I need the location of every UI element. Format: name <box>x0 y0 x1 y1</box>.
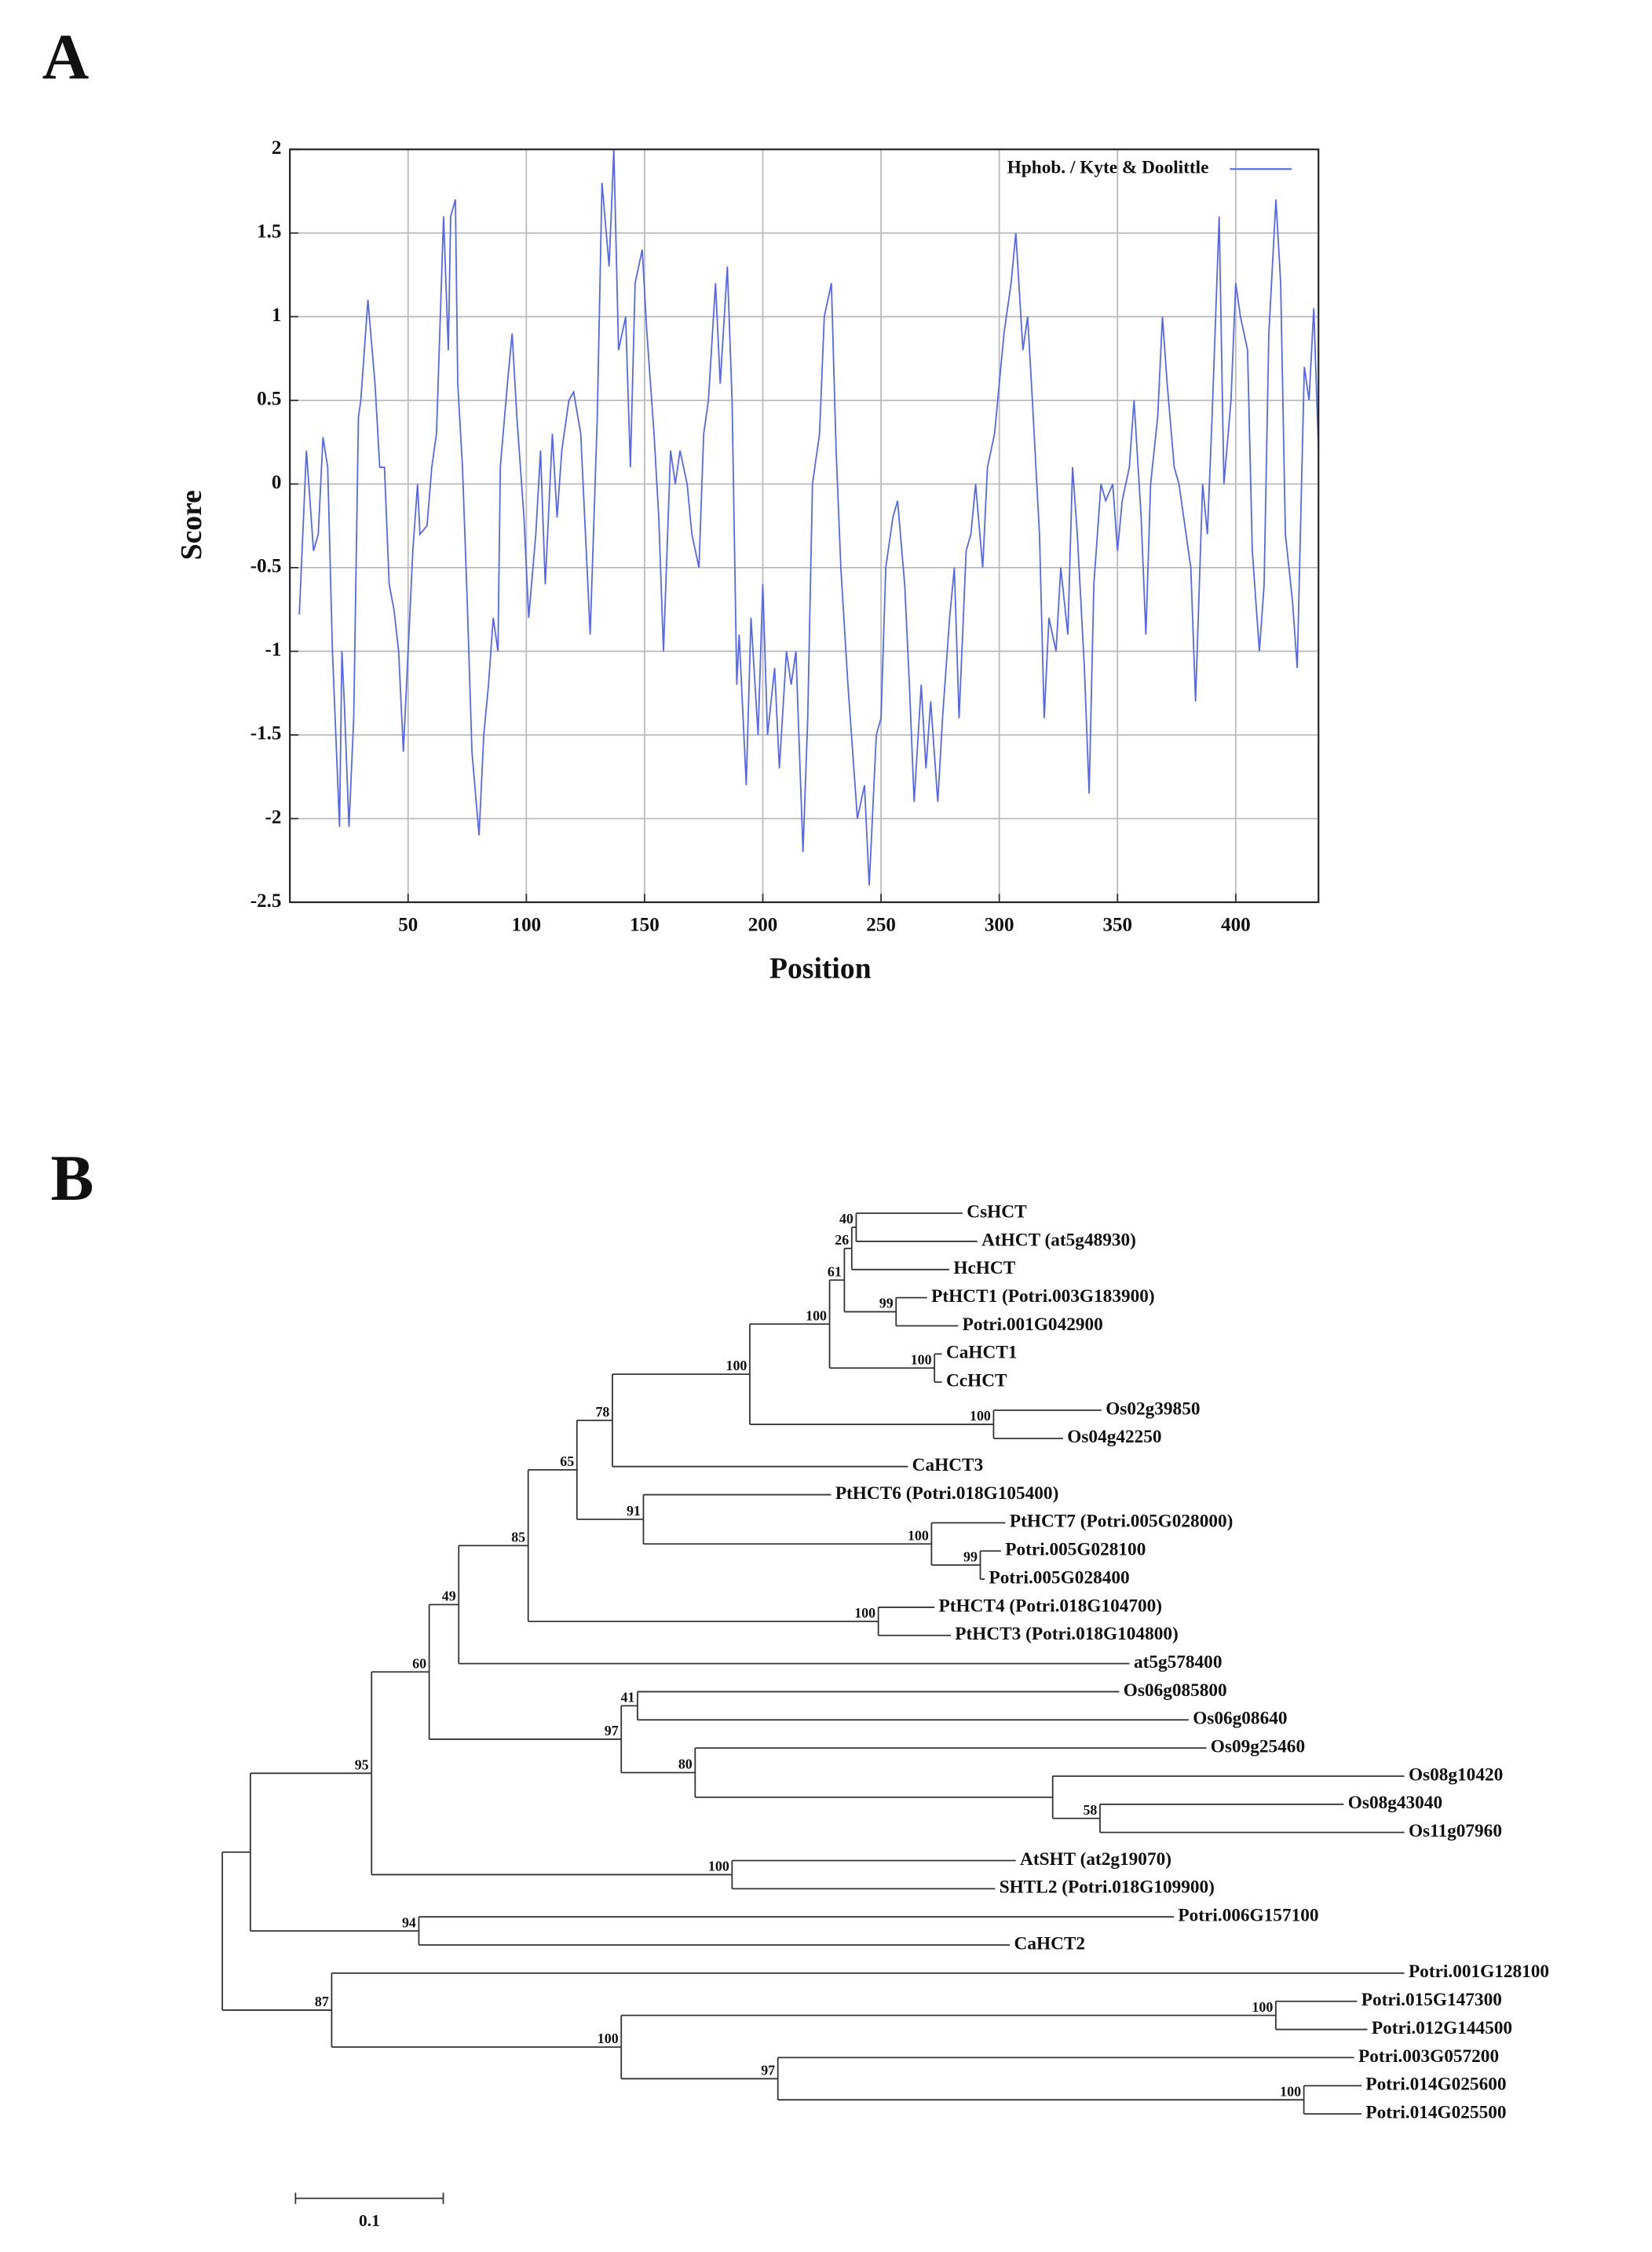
leaf-label: AtHCT (at5g48930) <box>981 1230 1136 1250</box>
bootstrap-value: 61 <box>828 1263 842 1279</box>
bootstrap-value: 78 <box>595 1404 609 1420</box>
panel-label: B <box>51 1142 94 1214</box>
bootstrap-value: 49 <box>442 1588 456 1604</box>
bootstrap-value: 87 <box>315 1994 329 2009</box>
bootstrap-value: 100 <box>806 1307 827 1323</box>
bootstrap-value: 99 <box>963 1548 978 1564</box>
leaf-label: PtHCT1 (Potri.003G183900) <box>931 1286 1155 1307</box>
x-tick-label: 50 <box>398 914 418 935</box>
x-tick-label: 200 <box>748 914 778 935</box>
scale-bar-label: 0.1 <box>359 2211 380 2230</box>
leaf-label: Os02g39850 <box>1106 1398 1200 1419</box>
panel-label: A <box>42 21 90 93</box>
leaf-label: CsHCT <box>967 1201 1027 1222</box>
leaf-label: CaHCT3 <box>912 1455 984 1475</box>
leaf-label: Os08g10420 <box>1409 1764 1503 1785</box>
x-tick-label: 100 <box>512 914 542 935</box>
y-tick-label: 2 <box>272 137 282 159</box>
leaf-label: Potri.015G147300 <box>1361 1990 1502 2010</box>
leaf-label: Os09g25460 <box>1211 1736 1305 1757</box>
x-axis-label: Position <box>769 952 872 985</box>
leaf-label: PtHCT4 (Potri.018G104700) <box>939 1596 1163 1616</box>
leaf-label: CaHCT1 <box>946 1343 1018 1363</box>
leaf-label: at5g578400 <box>1134 1652 1223 1673</box>
bootstrap-value: 41 <box>620 1690 634 1705</box>
plot-frame <box>289 148 1320 904</box>
leaf-label: AtSHT (at2g19070) <box>1020 1849 1171 1870</box>
leaf-label: Potri.006G157100 <box>1178 1906 1318 1926</box>
x-tick-label: 300 <box>985 914 1014 935</box>
bootstrap-value: 97 <box>605 1723 619 1738</box>
x-tick-label: 400 <box>1221 914 1251 935</box>
data-line <box>298 149 1320 886</box>
y-tick-label: -1 <box>265 639 282 660</box>
leaf-label: PtHCT3 (Potri.018G104800) <box>955 1624 1179 1644</box>
bootstrap-value: 100 <box>1280 2083 1301 2099</box>
bootstrap-value: 26 <box>835 1232 849 1248</box>
leaf-label: Os06g085800 <box>1124 1680 1227 1701</box>
y-tick-label: -1.5 <box>250 723 282 744</box>
y-tick-label: 0 <box>272 472 282 493</box>
leaf-label: PtHCT6 (Potri.018G105400) <box>835 1483 1059 1504</box>
bootstrap-value: 40 <box>839 1211 853 1227</box>
leaf-label: Potri.003G057200 <box>1358 2046 1499 2067</box>
bootstrap-value: 97 <box>761 2062 775 2078</box>
bootstrap-value: 100 <box>726 1358 747 1373</box>
x-tick-label: 350 <box>1102 914 1132 935</box>
legend-label: Hphob. / Kyte & Doolittle <box>1007 158 1209 178</box>
x-tick-label: 250 <box>866 914 896 935</box>
leaf-label: Os04g42250 <box>1067 1427 1161 1447</box>
y-tick-label: -2 <box>265 806 282 828</box>
bootstrap-value: 91 <box>627 1503 641 1519</box>
leaf-label: Potri.005G028100 <box>1005 1540 1146 1560</box>
y-tick-label: 0.5 <box>257 389 281 410</box>
x-tick-label: 150 <box>630 914 660 935</box>
bootstrap-value: 100 <box>911 1351 932 1367</box>
bootstrap-value: 100 <box>908 1527 929 1543</box>
leaf-label: CaHCT2 <box>1014 1933 1086 1954</box>
bootstrap-value: 60 <box>412 1655 426 1671</box>
leaf-label: Os11g07960 <box>1409 1821 1502 1841</box>
bootstrap-value: 100 <box>598 2031 619 2046</box>
leaf-label: Potri.012G144500 <box>1372 2018 1512 2038</box>
y-tick-label: 1.5 <box>257 221 281 243</box>
leaf-label: SHTL2 (Potri.018G109900) <box>1000 1877 1215 1898</box>
bootstrap-value: 85 <box>511 1530 525 1545</box>
leaf-label: Potri.014G025600 <box>1365 2075 1506 2095</box>
leaf-label: Potri.005G028400 <box>989 1567 1130 1588</box>
y-tick-label: -2.5 <box>250 890 282 912</box>
y-axis-label: Score <box>175 490 208 560</box>
y-tick-label: -0.5 <box>250 556 282 577</box>
leaf-label: HcHCT <box>953 1258 1015 1278</box>
bootstrap-value: 95 <box>355 1757 369 1772</box>
y-tick-label: 1 <box>272 305 282 326</box>
bootstrap-value: 80 <box>678 1757 693 1772</box>
bootstrap-value: 100 <box>1252 1999 1273 2015</box>
leaf-label: Potri.001G042900 <box>963 1314 1103 1335</box>
bootstrap-value: 100 <box>708 1859 729 1874</box>
leaf-label: Os06g08640 <box>1193 1709 1287 1729</box>
bootstrap-value: 65 <box>560 1453 574 1469</box>
leaf-label: Os08g43040 <box>1348 1793 1442 1813</box>
bootstrap-value: 58 <box>1083 1802 1097 1818</box>
leaf-label: PtHCT7 (Potri.005G028000) <box>1010 1512 1234 1532</box>
leaf-label: Potri.001G128100 <box>1409 1961 1549 1982</box>
bootstrap-value: 99 <box>879 1296 894 1311</box>
leaf-label: CcHCT <box>946 1371 1007 1391</box>
leaf-label: Potri.014G025500 <box>1365 2102 1506 2122</box>
bootstrap-value: 94 <box>402 1914 416 1930</box>
bootstrap-value: 100 <box>854 1605 875 1621</box>
bootstrap-value: 100 <box>970 1408 991 1424</box>
